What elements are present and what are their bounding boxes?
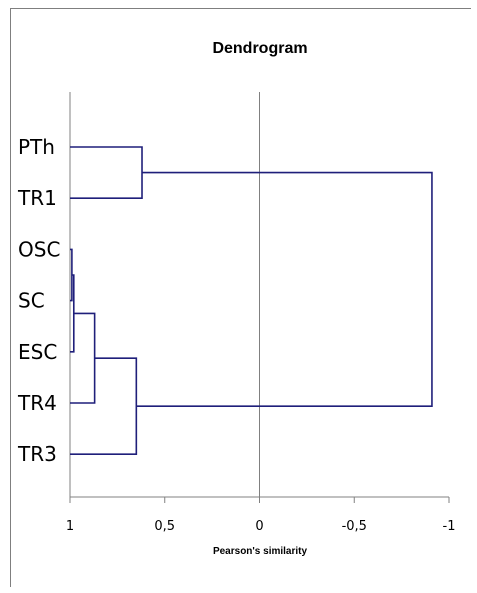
leaf-label: TR3 [17, 442, 57, 466]
dendrogram-link [70, 357, 138, 455]
dendrogram-link [70, 146, 143, 199]
leaf-label: TR1 [17, 186, 57, 210]
x-tick-label: 0,5 [154, 519, 175, 534]
leaf-label: ESC [18, 340, 57, 364]
x-axis-label: Pearson's similarity [213, 546, 308, 557]
x-tick-label: -1 [443, 519, 456, 534]
leaf-label: OSC [18, 237, 60, 261]
dendrogram-links [70, 146, 433, 455]
x-tick-label: -0,5 [342, 519, 367, 534]
chart-frame [10, 8, 471, 587]
x-tick-labels: 1 0,5 0 -0,5 -1 [66, 519, 456, 534]
leaf-label: SC [18, 289, 45, 313]
chart-title: Dendrogram [212, 40, 307, 57]
x-tick-label: 1 [66, 519, 74, 534]
leaf-label: PTh [18, 135, 55, 159]
axes [69, 92, 450, 503]
leaf-label: TR4 [17, 391, 57, 415]
dendrogram-link [136, 171, 433, 407]
leaf-labels: PTh TR1 OSC SC ESC TR4 TR3 [17, 135, 60, 466]
x-tick-label: 0 [255, 519, 263, 534]
